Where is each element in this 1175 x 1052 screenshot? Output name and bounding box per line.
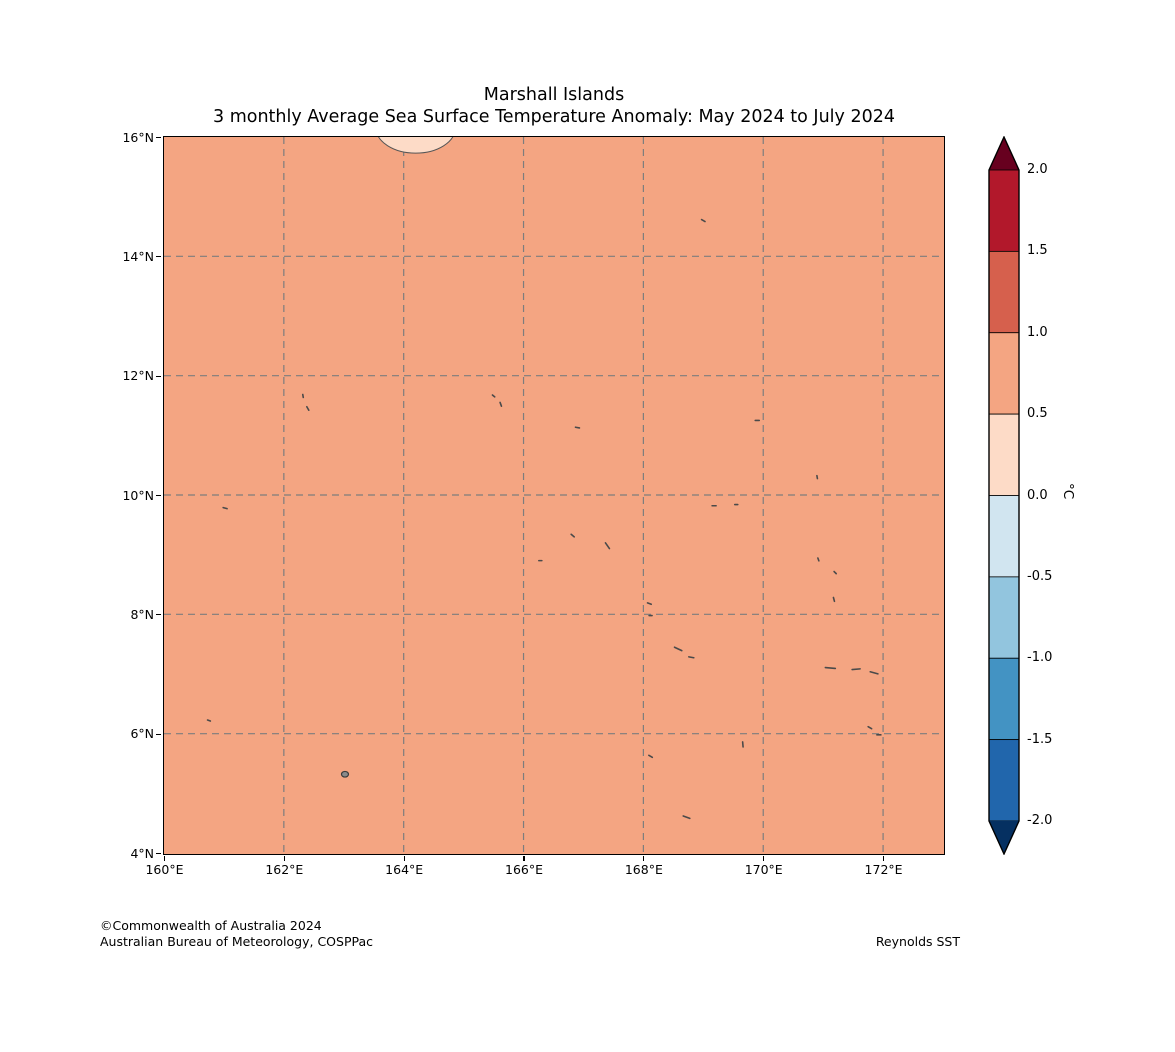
x-tick-label: 170°E (744, 862, 783, 877)
y-tick-mark (156, 256, 161, 258)
colorbar-tick-label: 0.0 (1027, 487, 1048, 503)
colorbar-over-arrow (989, 137, 1019, 170)
x-tick-mark (523, 855, 525, 861)
colorbar-segment (988, 413, 1020, 496)
island-outline (833, 570, 837, 575)
island-outline (499, 401, 503, 407)
island-outline (700, 218, 706, 223)
island-outline (867, 725, 873, 730)
colorbar-tick-label: -1.0 (1027, 650, 1053, 666)
y-tick-label: 16°N (122, 129, 154, 145)
colorbar-segment (988, 739, 1020, 822)
low-anomaly-contour (378, 137, 454, 154)
x-tick-mark (163, 855, 166, 861)
island-outline (688, 656, 695, 659)
x-tick-mark (763, 855, 765, 861)
island-outline (574, 426, 581, 429)
y-tick-label: 6°N (130, 726, 154, 742)
island-outline (604, 542, 611, 550)
colorbar-tick-label: -2.0 (1027, 813, 1053, 828)
colorbar (988, 136, 1020, 855)
y-tick-mark (156, 733, 161, 735)
x-tick-mark (643, 855, 645, 861)
colorbar-tick-label: -0.5 (1027, 568, 1053, 584)
colorbar-unit-label: °C (1060, 483, 1076, 500)
colorbar-segment (988, 657, 1020, 741)
copyright-text: ©Commonwealth of Australia 2024 (100, 918, 322, 933)
y-tick-mark (156, 852, 161, 855)
data-source-text: Reynolds SST (875, 934, 960, 949)
island-outline (301, 393, 305, 399)
footer-attribution: ©Commonwealth of Australia 2024 Australi… (100, 918, 373, 949)
y-tick-mark (156, 614, 161, 616)
colorbar-tick-label: 2.0 (1027, 162, 1048, 177)
y-tick-mark (156, 136, 161, 139)
x-tick-mark (403, 855, 405, 861)
y-tick-label: 14°N (122, 248, 154, 264)
colorbar-outline (988, 136, 1020, 855)
colorbar-segment (988, 169, 1020, 252)
island-patch (340, 770, 350, 778)
y-tick-label: 10°N (122, 487, 154, 503)
island-outline (851, 668, 861, 671)
colorbar-tick-label: 0.5 (1027, 406, 1048, 422)
island-outline (817, 557, 820, 562)
x-tick-mark (283, 855, 285, 861)
island-outline (824, 666, 837, 670)
island-outline (869, 670, 879, 675)
colorbar-segment (988, 495, 1020, 578)
island-outline (306, 405, 310, 412)
chart-title-line2: 3 monthly Average Sea Surface Temperatur… (213, 107, 895, 127)
chart-title: Marshall Islands 3 monthly Average Sea S… (163, 84, 945, 128)
colorbar-under-arrow (989, 821, 1019, 854)
x-tick-label: 166°E (505, 862, 544, 877)
colorbar-tick-label: 1.5 (1027, 243, 1048, 259)
island-outline (491, 394, 496, 398)
island-outline (570, 533, 576, 538)
x-tick-label: 160°E (145, 862, 184, 877)
island-outline (206, 719, 212, 722)
chart-title-line1: Marshall Islands (483, 85, 625, 105)
x-tick-mark (882, 855, 885, 861)
y-tick-label: 8°N (130, 606, 154, 622)
island-outline (832, 596, 836, 603)
island-outline (673, 646, 683, 652)
island-outline (648, 754, 654, 759)
x-tick-label: 162°E (265, 862, 304, 877)
map-overlay (164, 137, 943, 853)
y-tick-mark (156, 375, 161, 377)
y-tick-mark (156, 494, 161, 497)
island-outline (682, 815, 691, 820)
island-outline (646, 602, 653, 606)
island-outline (222, 506, 228, 510)
colorbar-tick-label: 1.0 (1027, 324, 1048, 340)
map-plot-area (163, 136, 945, 855)
x-tick-label: 168°E (624, 862, 663, 877)
island-outline (816, 474, 819, 480)
colorbar-segment (988, 332, 1020, 415)
colorbar-segment (988, 576, 1020, 659)
y-tick-label: 12°N (122, 368, 154, 384)
colorbar-tick-label: -1.5 (1027, 731, 1053, 747)
colorbar-segment (988, 250, 1020, 334)
y-tick-label: 4°N (130, 845, 154, 861)
x-tick-label: 164°E (385, 862, 424, 877)
organisation-text: Australian Bureau of Meteorology, COSPPa… (100, 933, 373, 949)
x-tick-label: 172°E (864, 862, 903, 877)
